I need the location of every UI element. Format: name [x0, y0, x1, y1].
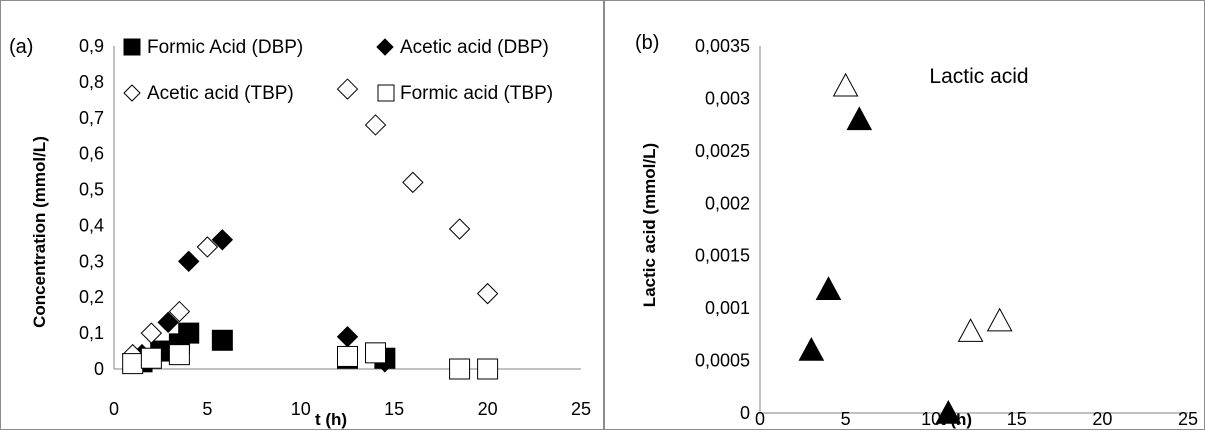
data-point: [448, 218, 471, 240]
x-tick-label: 0: [755, 409, 765, 429]
data-point: [168, 300, 191, 323]
data-point: [337, 345, 358, 367]
y-tick-label: 0,6: [79, 144, 104, 164]
chart-panel-b: (b) t (h) Lactic acid (mmol/L) Lactic ac…: [604, 0, 1205, 430]
x-tick-label: 15: [1007, 409, 1027, 429]
y-tick-label: 0,002: [705, 193, 750, 213]
legend-a: Formic Acid (DBP) Acetic acid (DBP) Acetic…: [123, 37, 553, 104]
data-point: [168, 344, 190, 366]
y-tick-label: 0,0005: [695, 351, 750, 371]
y-tick-label: 0: [740, 403, 750, 423]
legend-label: Acetic acid (DBP): [400, 37, 549, 58]
data-point: [211, 229, 234, 251]
panel-label-b: (b): [635, 32, 659, 54]
chart-a-svg: (a) t (h) Concentration (mmol/L) 0 5 10 15 2…: [9, 36, 591, 429]
x-tick-label: 25: [1178, 409, 1198, 429]
data-point: [365, 342, 387, 364]
legend-marker: [377, 84, 395, 102]
x-tick-label: 10: [291, 399, 311, 419]
data-point: [336, 78, 359, 100]
y-tick-label: 0,8: [79, 72, 104, 92]
plot-area-b: [798, 72, 1013, 424]
chart-annotation-b: Lactic acid: [929, 65, 1028, 88]
data-point: [140, 347, 162, 369]
data-point: [832, 72, 859, 97]
data-point: [449, 358, 471, 380]
legend-marker: [376, 38, 394, 56]
data-point: [178, 250, 200, 273]
series-1: [798, 106, 962, 424]
legend-marker: [123, 84, 141, 102]
data-point: [477, 358, 499, 380]
legend-label: Acetic acid (TBP): [147, 83, 294, 104]
y-tick-label: 0,5: [79, 180, 104, 200]
data-point: [178, 322, 200, 344]
data-point: [157, 311, 179, 334]
data-point: [986, 307, 1013, 332]
plot-area-a: [121, 78, 499, 380]
data-point: [957, 318, 984, 342]
chart-panel-a: (a) t (h) Concentration (mmol/L) 0 5 10 15 2…: [0, 0, 604, 430]
x-tick-label: 20: [478, 399, 498, 419]
panel-label-a: (a): [9, 36, 33, 58]
data-point: [364, 114, 387, 136]
series-3: [121, 78, 499, 366]
data-point: [846, 106, 873, 131]
x-tick-label: 15: [384, 399, 404, 419]
y-tick-label: 0,9: [79, 36, 104, 56]
y-tick-label: 0,0025: [695, 141, 750, 161]
data-point: [935, 399, 962, 424]
x-axis-title-a: t (h): [315, 410, 347, 429]
series-4: [122, 342, 499, 380]
y-tick-label: 0,0035: [695, 36, 750, 56]
y-tick-label: 0,001: [705, 298, 750, 318]
y-tick-label: 0: [94, 359, 104, 379]
series-2: [832, 72, 1013, 342]
x-tick-label: 25: [571, 399, 591, 419]
data-point: [402, 171, 424, 194]
y-axis-title-b: Lactic acid (mmol/L): [640, 143, 659, 307]
data-point: [476, 282, 499, 305]
data-point: [211, 329, 233, 351]
y-tick-label: 0,3: [79, 251, 104, 271]
x-tick-label: 0: [109, 399, 119, 419]
x-tick-label: 5: [841, 409, 851, 429]
legend-marker: [123, 38, 141, 56]
chart-b-svg: (b) t (h) Lactic acid (mmol/L) Lactic ac…: [635, 32, 1198, 429]
y-axis-title-a: Concentration (mmol/L): [30, 136, 49, 328]
axes-a: 0 5 10 15 20 25 0 0,1 0,2 0,3 0,4 0,5 0,6 0,7 0,8 0,9: [79, 36, 591, 419]
data-point: [798, 337, 825, 361]
data-point: [140, 322, 163, 344]
legend-label: Formic Acid (DBP): [147, 37, 303, 58]
y-tick-label: 0,7: [79, 108, 104, 128]
x-tick-label: 5: [202, 399, 212, 419]
data-point: [122, 353, 144, 375]
data-point: [336, 325, 359, 348]
legend-label: Formic acid (TBP): [400, 83, 553, 104]
data-point: [196, 236, 219, 258]
y-tick-label: 0,1: [79, 323, 104, 343]
y-tick-label: 0,2: [79, 287, 104, 307]
axes-b: 0 5 10 15 20 25 0 0,0005 0,001 0,0015 0,002 0,0025 0…: [695, 36, 1198, 429]
y-tick-label: 0,0015: [695, 246, 750, 266]
y-tick-label: 0,4: [79, 215, 104, 235]
data-point: [815, 276, 842, 300]
y-tick-label: 0,003: [705, 88, 750, 108]
x-tick-label: 10: [921, 409, 941, 429]
x-tick-label: 20: [1092, 409, 1112, 429]
